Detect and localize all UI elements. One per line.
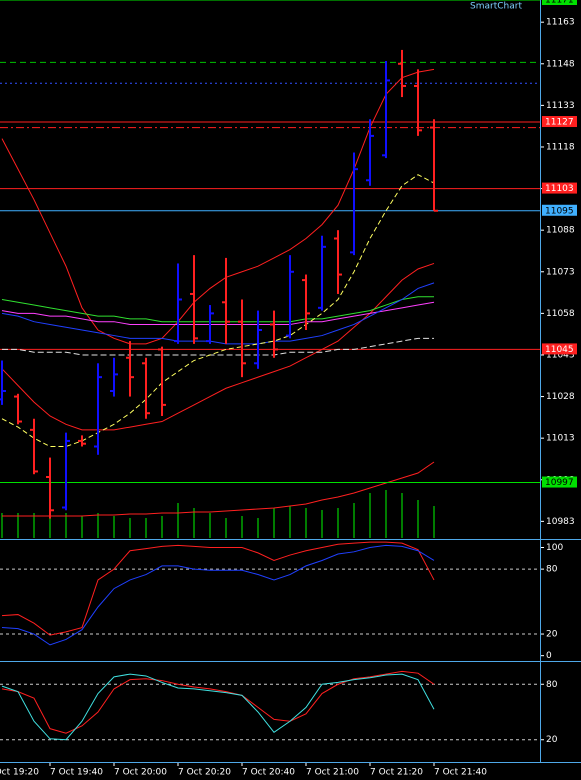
y-tick-label: 80 [546,565,558,575]
oscillator-line [1,670,435,734]
y-tick-label: 10983 [546,517,575,527]
y-tick-label: 11058 [546,309,575,319]
oscillator-line [1,544,435,646]
y-tick-label: 20 [546,735,558,745]
x-tick-label: 7 Oct 20:00 [114,768,167,778]
y-tick-label: 11163 [546,18,575,28]
level-label-box [542,116,577,128]
y-tick-label: 20 [546,630,558,640]
y-tick-label: 11133 [546,101,575,111]
x-tick-label: 7 Oct 19:40 [50,768,103,778]
oscillator-line [1,673,435,741]
level-label-box [542,204,577,216]
y-tick-label: 100 [546,543,563,553]
x-tick-label: 7 Oct 19:20 [0,768,39,778]
x-tick-label: 7 Oct 21:20 [370,768,423,778]
y-tick-label: 0 [546,651,552,661]
level-label: 11171 [545,0,574,6]
y-tick-label: 80 [546,680,558,690]
indicator-line [1,174,435,447]
level-label: 11103 [545,184,574,194]
oscillator-line [1,541,435,636]
volume-ma [2,461,435,517]
level-label: 11095 [545,206,574,216]
indicator-line [1,301,435,325]
indicator-line [2,337,434,356]
y-tick-label: 11073 [546,267,575,277]
y-tick-label: 11043 [546,350,575,360]
level-label-box [542,0,577,5]
y-tick-label: 11028 [546,392,575,402]
level-label-box [542,343,577,355]
indicator-line [1,296,434,323]
x-tick-label: 7 Oct 21:00 [306,768,359,778]
level-label: 11127 [545,118,574,128]
x-tick-label: 7 Oct 20:40 [242,768,295,778]
y-tick-label: 11118 [546,142,575,152]
level-label: 10997 [545,478,574,488]
y-tick-label: 11013 [546,434,575,444]
y-tick-label: 11088 [546,226,575,236]
x-tick-label: 7 Oct 21:40 [434,768,487,778]
x-tick-label: 7 Oct 20:20 [178,768,231,778]
indicator-line [1,68,435,345]
y-tick-label: 11148 [546,59,575,69]
chart-title: SmartChart [470,2,522,12]
indicator-line [1,282,435,345]
level-label-box [542,476,577,488]
level-label: 11045 [545,345,574,355]
level-label-box [542,182,577,194]
